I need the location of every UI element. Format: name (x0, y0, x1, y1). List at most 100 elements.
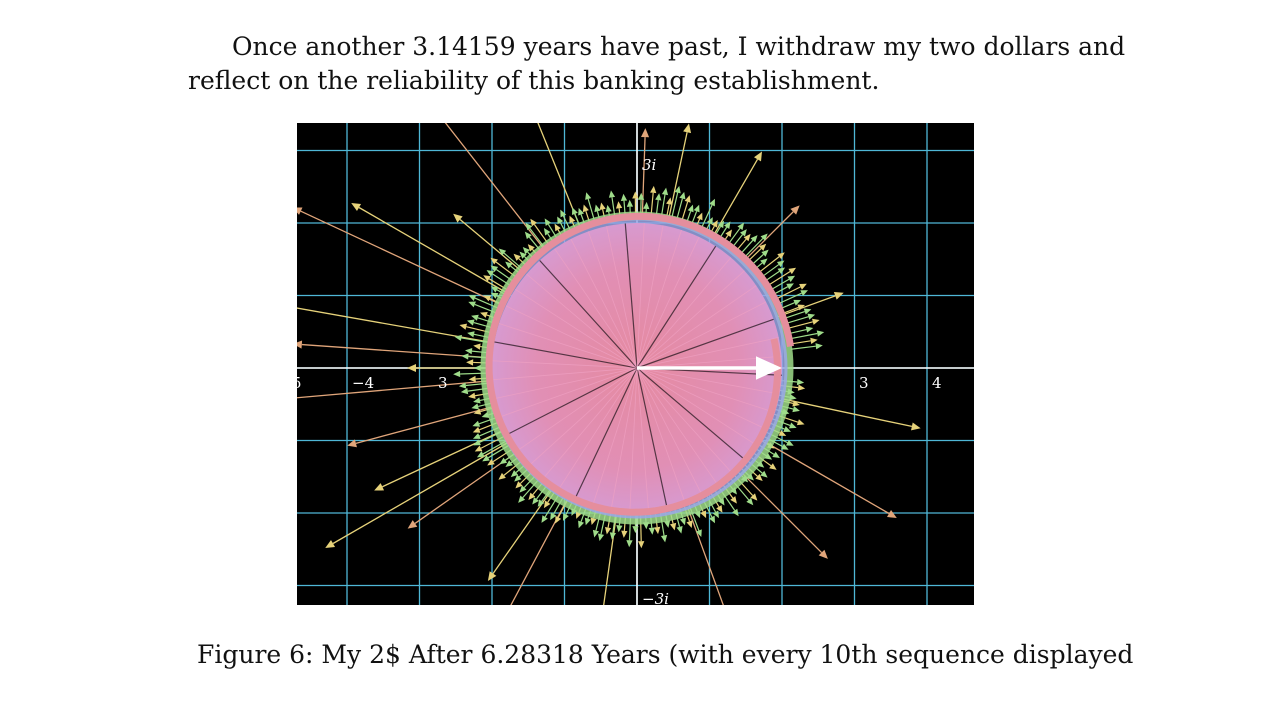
disc-spoke (636, 367, 650, 513)
arrow-head (793, 299, 802, 306)
arrow-head (650, 185, 657, 194)
disc-spoke (636, 367, 776, 413)
long-arrow (641, 128, 650, 219)
arrow-head (468, 301, 476, 308)
arrow-shaft (297, 307, 490, 343)
arrow-head (486, 270, 495, 277)
disc-rim (485, 212, 794, 516)
arrow-head (778, 430, 787, 436)
arrow-shaft (774, 286, 801, 300)
arrow-shaft (783, 398, 912, 428)
long-arrow (667, 123, 692, 222)
arrow-head (585, 192, 592, 200)
arrow-head (732, 508, 739, 517)
arrow-shaft (766, 442, 890, 515)
arrow-head (562, 513, 569, 521)
arrow-head (716, 505, 723, 513)
arrow-shaft (769, 278, 790, 291)
arrow-head (530, 218, 537, 227)
arrow-head (461, 353, 469, 360)
arrow-head (643, 201, 650, 210)
fringe-arrow (757, 252, 785, 274)
disc-spoke (636, 367, 748, 463)
arrow-head (297, 207, 303, 215)
arrow-head (490, 265, 499, 273)
arrow-head (796, 378, 805, 386)
arrow-shaft (382, 430, 502, 488)
arrow-head (776, 260, 785, 268)
disc-spoke (636, 285, 757, 369)
arrow-head (786, 439, 794, 446)
disc-spoke (498, 323, 638, 369)
arrow-head (557, 216, 564, 225)
arrow-head (550, 512, 557, 521)
disc-spoke (636, 367, 760, 448)
arrow-head (788, 422, 797, 429)
arrow-head (527, 244, 535, 252)
disc-spoke (574, 367, 638, 500)
arrow-head (297, 340, 303, 349)
arrow-shaft (784, 316, 809, 325)
arrow-head (518, 495, 526, 503)
fringe-arrow (731, 229, 747, 249)
arrow-head (792, 400, 800, 407)
arrow-head (746, 473, 754, 481)
arrow-shaft (537, 123, 582, 230)
arrow-head (725, 229, 732, 238)
arrow-head (750, 493, 758, 501)
arrow-head (532, 497, 539, 505)
arrow-shaft (459, 219, 523, 273)
arrow-head (499, 457, 508, 465)
arrow-shaft (670, 192, 679, 220)
arrow-head (799, 283, 807, 290)
fringe-arrow (783, 308, 812, 320)
arrow-shaft (757, 256, 780, 274)
arrow-head (584, 517, 591, 526)
long-arrow (783, 398, 921, 431)
tick-label-x-neg5: 5 (297, 374, 302, 392)
disc-spoke (636, 245, 717, 369)
arrow-head (676, 526, 683, 534)
arrow-head (407, 520, 418, 529)
arrow-head (687, 204, 694, 213)
arrow-head (700, 510, 707, 519)
arrow-shaft (727, 227, 741, 245)
arrow-head (777, 252, 785, 260)
arrow-head (543, 500, 551, 509)
arrow-head (760, 233, 768, 241)
fringe-arrow (772, 283, 794, 296)
arrow-head (597, 533, 605, 542)
arrow-head (460, 387, 469, 395)
arrow-head (560, 209, 567, 218)
fringe-arrow (670, 185, 681, 220)
long-arrow (347, 406, 493, 448)
disc-spoke (494, 341, 638, 369)
fringe-arrow (769, 275, 796, 291)
arrow-head (655, 193, 662, 201)
arrow-head (616, 524, 623, 533)
fringe-arrow (789, 337, 818, 345)
arrow-head (666, 197, 673, 205)
arrow-head (663, 520, 671, 528)
arrow-head (621, 530, 628, 538)
arrow-head (524, 231, 532, 240)
long-arrow (453, 213, 523, 273)
arrow-head (780, 443, 789, 450)
arrow-head (590, 517, 597, 526)
arrow-head (807, 313, 816, 320)
tick-label-x-pos4: 4 (932, 374, 942, 392)
arrow-head (812, 318, 820, 325)
arrow-head (468, 392, 476, 399)
arrow-shaft (711, 158, 759, 239)
arrow-head (661, 187, 669, 196)
disc-spoke (517, 367, 638, 451)
arrow-head (626, 199, 634, 207)
arrow-head (482, 455, 490, 462)
arrow-head (706, 217, 713, 225)
arrow-head (513, 253, 521, 261)
disc-spoke (557, 367, 638, 491)
arrow-head (711, 220, 718, 228)
disc-spoke (636, 367, 769, 431)
arrow-shaft (297, 380, 488, 399)
fringe-arrow (774, 283, 807, 300)
